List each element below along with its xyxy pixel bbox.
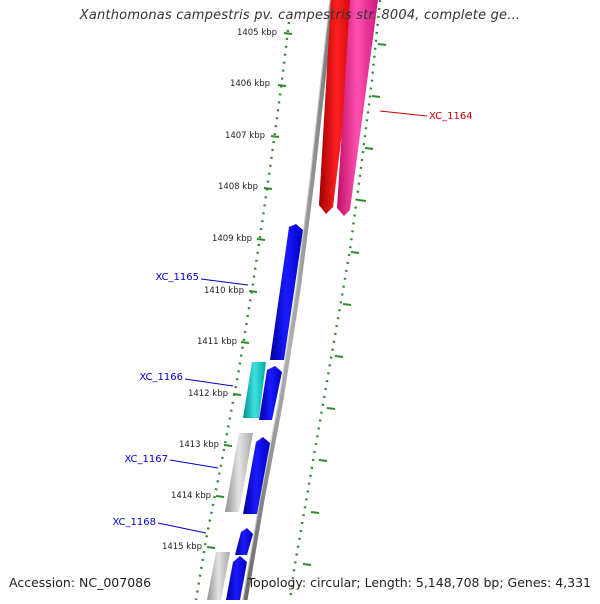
gene-xc1166-cyan[interactable]: [243, 362, 266, 418]
tick-label: 1407 kbp: [225, 131, 265, 141]
gene-xc1164[interactable]: [337, 0, 378, 216]
gene-xc1167-gray[interactable]: [225, 433, 253, 512]
gene-xc1167-blue[interactable]: [243, 437, 270, 514]
genome-backbone: [242, 0, 335, 601]
gene-label-xc1168[interactable]: XC_1168: [112, 517, 207, 534]
gene-bottom-blue[interactable]: [226, 556, 247, 600]
gene-label-xc1167[interactable]: XC_1167: [124, 454, 219, 469]
left-tick-marks: [206, 32, 293, 549]
gene-label-xc1166[interactable]: XC_1166: [139, 372, 234, 387]
tick-label: 1409 kbp: [212, 234, 252, 244]
accession-text: Accession: NC_007086: [9, 575, 152, 590]
tick-label: 1405 kbp: [237, 28, 277, 38]
genome-summary-text: Topology: circular; Length: 5,148,708 bp…: [247, 575, 591, 590]
tick-label: 1408 kbp: [218, 182, 258, 192]
tick-label: 1412 kbp: [188, 389, 228, 399]
tick-label: 1415 kbp: [162, 542, 202, 552]
svg-text:XC_1166: XC_1166: [139, 372, 183, 383]
tick-label: 1406 kbp: [230, 79, 270, 89]
tick-label: 1413 kbp: [179, 440, 219, 450]
svg-text:XC_1167: XC_1167: [124, 454, 168, 465]
gene-label-xc1165[interactable]: XC_1165: [155, 272, 249, 286]
tick-label: 1411 kbp: [197, 337, 237, 347]
svg-text:XC_1168: XC_1168: [112, 517, 156, 528]
gene-xc1168-blue[interactable]: [235, 528, 253, 555]
tick-label: 1410 kbp: [204, 286, 244, 296]
gene-xc1165[interactable]: [270, 224, 303, 360]
map-title: Xanthomonas campestris pv. campestris st…: [79, 8, 521, 23]
tick-label: 1414 kbp: [171, 491, 211, 501]
svg-text:XC_1164: XC_1164: [429, 111, 473, 122]
gene-bottom-gray[interactable]: [207, 552, 230, 600]
right-tick-marks: [302, 43, 387, 566]
left-tick-track: [194, 21, 291, 601]
gene-xc1166-blue[interactable]: [259, 366, 282, 420]
svg-text:XC_1165: XC_1165: [155, 272, 199, 283]
tick-labels: 1405 kbp 1406 kbp 1407 kbp 1408 kbp 1409…: [162, 28, 277, 552]
gene-label-xc1164[interactable]: XC_1164: [379, 110, 473, 122]
